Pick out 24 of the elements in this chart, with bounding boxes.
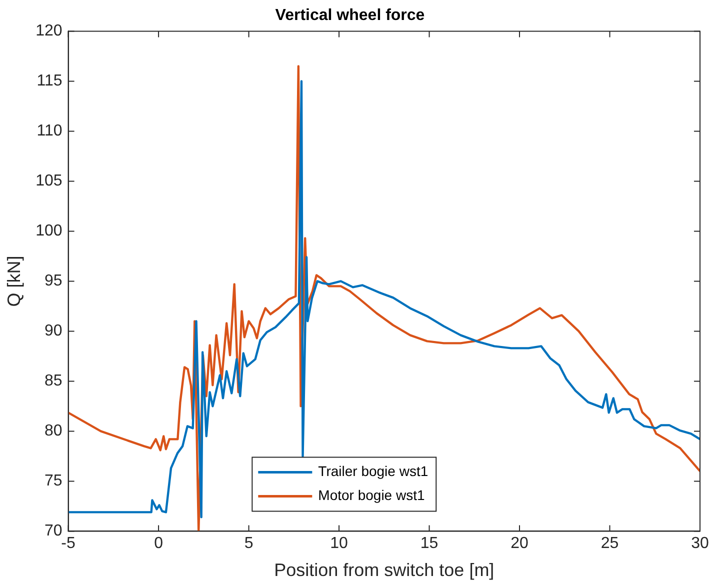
x-tick-label: 20 xyxy=(510,535,529,552)
y-tick-label: 75 xyxy=(44,472,62,490)
y-tick-label: 100 xyxy=(36,222,62,240)
y-tick-label: 90 xyxy=(44,322,62,340)
x-tick-label: 30 xyxy=(691,535,709,552)
legend-label: Trailer bogie wst1 xyxy=(318,463,428,480)
x-tick-label: 25 xyxy=(600,535,619,552)
y-tick-label: 105 xyxy=(36,172,62,190)
y-tick-label: 80 xyxy=(44,422,62,440)
y-tick-label: 120 xyxy=(36,22,62,40)
x-tick-label: -5 xyxy=(61,535,76,552)
y-tick-label: 70 xyxy=(44,522,62,540)
x-tick-label: 5 xyxy=(244,535,254,552)
x-tick-label: 10 xyxy=(330,535,348,552)
y-axis-title: Q [kN] xyxy=(4,256,24,307)
y-tick-label: 95 xyxy=(44,272,62,290)
chart-title: Vertical wheel force xyxy=(275,7,425,24)
x-tick-label: 0 xyxy=(154,535,164,552)
x-tick-label: 15 xyxy=(420,535,438,552)
legend-label: Motor bogie wst1 xyxy=(318,487,425,504)
y-tick-label: 85 xyxy=(44,372,62,390)
y-tick-label: 115 xyxy=(36,72,62,90)
y-tick-label: 110 xyxy=(36,122,62,140)
x-axis-title: Position from switch toe [m] xyxy=(274,560,494,580)
